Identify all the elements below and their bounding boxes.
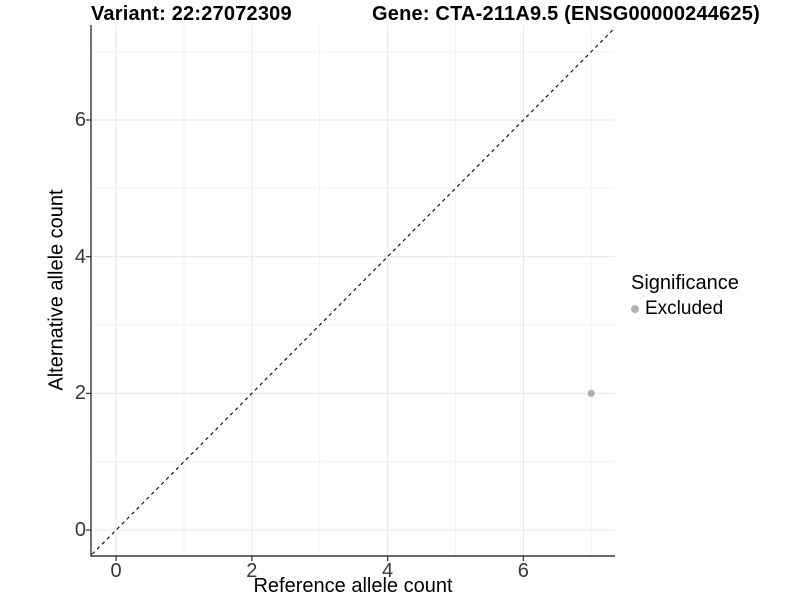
legend-title: Significance (631, 272, 739, 294)
y-tick-label: 2 (74, 382, 86, 405)
x-tick-label: 6 (517, 560, 529, 582)
x-tick-label: 4 (382, 560, 394, 582)
legend-point-icon (631, 305, 639, 313)
y-tick-label: 4 (74, 245, 86, 268)
legend-item: Excluded (631, 298, 739, 320)
legend: Significance Excluded (631, 272, 739, 320)
x-tick-label: 2 (246, 560, 258, 582)
x-tick-label: 0 (110, 560, 122, 582)
legend-item-label: Excluded (645, 298, 724, 319)
y-tick-label: 6 (74, 108, 86, 131)
y-tick-label: 0 (74, 519, 86, 542)
y-axis-title: Alternative allele count (45, 189, 68, 391)
plot-title-gene: Gene: CTA-211A9.5 (ENSG00000244625) (372, 3, 760, 25)
x-axis-title: Reference allele count (253, 575, 453, 597)
plot-title-variant: Variant: 22:27072309 (91, 3, 292, 25)
